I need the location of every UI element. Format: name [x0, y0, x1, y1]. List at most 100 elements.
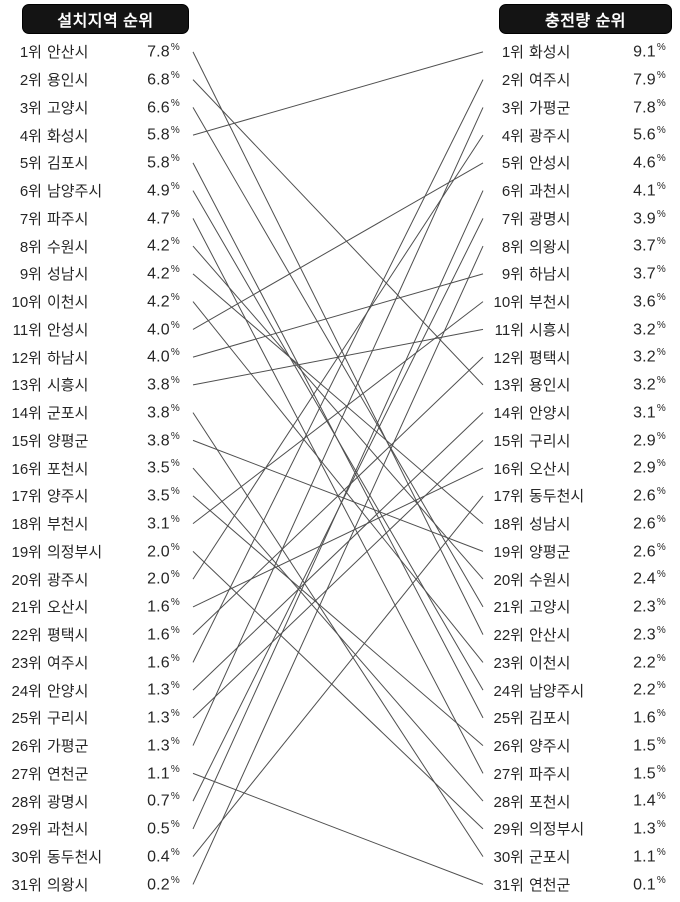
percent-sign: %: [170, 153, 180, 165]
rank-label: 31위: [493, 876, 525, 894]
share-value: 1.6%: [147, 624, 180, 644]
city-name: 이천시: [529, 654, 571, 672]
share-value: 1.5%: [633, 735, 666, 755]
rank-change-line: [192, 51, 484, 136]
left-rank-row: 11위 안성시 4.0%: [8, 316, 186, 344]
rank-change-line: [192, 162, 484, 330]
rank-label: 30위: [493, 849, 525, 867]
rank-change-line: [192, 190, 484, 830]
city-name: 연천군: [47, 765, 89, 783]
rank-change-line: [192, 245, 484, 885]
right-rank-row: 21위 고양시 2.3%: [490, 593, 672, 621]
rank-change-line: [192, 273, 484, 524]
city-name: 성남시: [529, 516, 571, 534]
percent-sign: %: [656, 819, 666, 831]
share-value: 3.2%: [633, 319, 666, 339]
right-rank-row: 14위 안양시 3.1%: [490, 399, 672, 427]
left-rank-row: 16위 포천시 3.5%: [8, 454, 186, 482]
share-value: 0.5%: [147, 819, 180, 838]
left-ranking-list: 1위 안산시 7.8% 2위 용인시 6.8% 3위 고양시 6.6% 4위 화성시 5.8% 5위 김포…: [8, 38, 186, 898]
rank-change-line: [192, 495, 484, 746]
right-rank-row: 2위 여주시 7.9%: [490, 66, 672, 94]
city-name: 김포시: [47, 155, 89, 173]
rank-label: 5위: [501, 155, 524, 173]
left-rank-row: 24위 안양시 1.3%: [8, 676, 186, 704]
percent-sign: %: [656, 791, 666, 803]
right-rank-row: 16위 오산시 2.9%: [490, 454, 672, 482]
rank-change-line: [192, 190, 484, 691]
share-value: 0.7%: [147, 791, 180, 810]
city-name: 이천시: [47, 294, 89, 312]
share-value: 4.9%: [147, 180, 180, 200]
right-rank-row: 25위 김포시 1.6%: [490, 704, 672, 732]
city-name: 수원시: [47, 238, 89, 256]
rank-label: 29위: [11, 821, 43, 839]
right-rank-row: 24위 남양주시 2.2%: [490, 676, 672, 704]
share-value: 6.6%: [147, 97, 180, 117]
left-rank-row: 25위 구리시 1.3%: [8, 704, 186, 732]
rank-label: 22위: [11, 627, 43, 645]
share-value: 1.6%: [147, 597, 180, 616]
share-value: 1.3%: [147, 708, 180, 727]
rank-label: 24위: [493, 682, 525, 700]
rank-label: 23위: [11, 654, 43, 672]
rank-label: 15위: [11, 432, 43, 450]
share-value: 7.8%: [633, 97, 666, 117]
right-rank-row: 6위 과천시 4.1%: [490, 177, 672, 205]
share-value: 1.1%: [147, 763, 180, 783]
rank-label: 18위: [493, 516, 525, 534]
percent-sign: %: [170, 708, 180, 720]
share-value: 0.2%: [147, 874, 180, 894]
percent-sign: %: [656, 375, 666, 387]
rank-change-line: [192, 440, 484, 719]
percent-sign: %: [656, 69, 666, 81]
share-value: 3.9%: [633, 208, 666, 228]
share-value: 2.4%: [633, 569, 666, 588]
city-name: 연천군: [529, 876, 571, 894]
share-value: 2.9%: [633, 458, 666, 477]
city-name: 의왕시: [47, 876, 89, 894]
share-value: 4.7%: [147, 208, 180, 228]
left-panel-title: 설치지역 순위: [22, 4, 189, 34]
share-value: 3.7%: [633, 264, 666, 283]
share-value: 9.1%: [633, 42, 666, 61]
rank-label: 8위: [19, 238, 42, 256]
city-name: 광주시: [47, 571, 89, 589]
percent-sign: %: [656, 458, 666, 470]
percent-sign: %: [656, 624, 666, 636]
city-name: 안양시: [47, 682, 89, 700]
right-rank-row: 17위 동두천시 2.6%: [490, 482, 672, 510]
left-rank-row: 8위 수원시 4.2%: [8, 232, 186, 260]
city-name: 고양시: [47, 99, 89, 117]
city-name: 의정부시: [47, 543, 103, 561]
percent-sign: %: [656, 264, 666, 276]
percent-sign: %: [170, 69, 180, 81]
share-value: 1.1%: [633, 846, 666, 866]
left-rank-row: 17위 양주시 3.5%: [8, 482, 186, 510]
percent-sign: %: [656, 347, 666, 359]
percent-sign: %: [656, 486, 666, 498]
rank-label: 26위: [11, 738, 43, 756]
share-value: 3.6%: [633, 291, 666, 311]
left-rank-row: 5위 김포시 5.8%: [8, 149, 186, 177]
left-rank-row: 29위 과천시 0.5%: [8, 815, 186, 843]
percent-sign: %: [656, 874, 666, 886]
rank-label: 20위: [493, 571, 525, 589]
city-name: 안산시: [529, 627, 571, 645]
city-name: 안성시: [47, 321, 89, 339]
city-name: 양주시: [47, 488, 89, 506]
right-panel-title: 충전량 순위: [499, 4, 672, 34]
percent-sign: %: [170, 458, 180, 470]
share-value: 5.6%: [633, 125, 666, 144]
percent-sign: %: [170, 208, 180, 220]
rank-label: 27위: [11, 765, 43, 783]
share-value: 3.5%: [147, 458, 180, 477]
left-rank-row: 21위 오산시 1.6%: [8, 593, 186, 621]
share-value: 1.3%: [147, 735, 180, 755]
percent-sign: %: [656, 291, 666, 303]
percent-sign: %: [170, 541, 180, 553]
percent-sign: %: [170, 180, 180, 192]
right-rank-row: 10위 부천시 3.6%: [490, 288, 672, 316]
percent-sign: %: [656, 680, 666, 692]
city-name: 포천시: [529, 793, 571, 811]
